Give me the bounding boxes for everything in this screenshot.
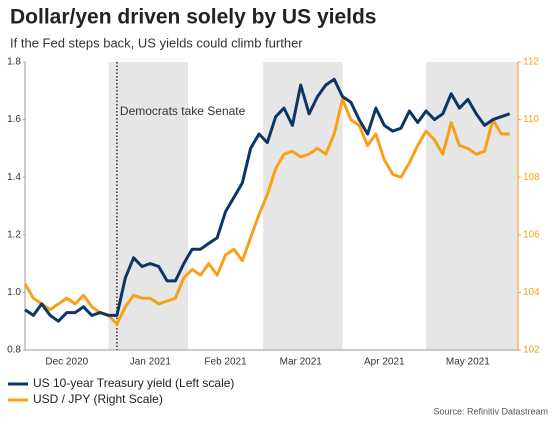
x-tick-label: Jan 2021 (130, 357, 172, 368)
legend-label: US 10-year Treasury yield (Left scale) (33, 376, 234, 390)
x-tick-label: Dec 2020 (45, 357, 88, 368)
y-tick-label: 1.0 (7, 287, 21, 298)
y2-tick-label: 104 (523, 287, 540, 298)
y-tick-label: 1.2 (7, 229, 21, 240)
x-tick-label: May 2021 (446, 357, 490, 368)
chart-subtitle: If the Fed steps back, US yields could c… (10, 35, 303, 50)
y2-tick-label: 106 (523, 229, 540, 240)
y2-tick-label: 108 (523, 172, 540, 183)
y2-tick-label: 110 (523, 114, 539, 125)
y2-tick-label: 102 (523, 345, 540, 356)
y-tick-label: 1.8 (7, 57, 21, 68)
y2-tick-label: 112 (523, 57, 539, 68)
background (108, 62, 518, 350)
x-tick-label: Apr 2021 (364, 357, 405, 368)
legend-label: USD / JPY (Right Scale) (33, 392, 163, 406)
annotation-text: Democrats take Senate (120, 104, 246, 118)
series-line (24, 77, 511, 323)
y-tick-label: 1.6 (7, 114, 21, 125)
y-tick-label: 0.8 (7, 345, 21, 356)
x-tick-label: Feb 2021 (204, 357, 247, 368)
shaded-month (426, 62, 518, 350)
shaded-month (108, 62, 188, 350)
shaded-month (263, 62, 343, 350)
chart-title: Dollar/yen driven solely by US yields (10, 6, 376, 29)
y-tick-label: 1.4 (7, 172, 21, 183)
source: Source: Refinitiv Datastream (433, 406, 548, 416)
x-tick-label: Mar 2021 (280, 357, 323, 368)
